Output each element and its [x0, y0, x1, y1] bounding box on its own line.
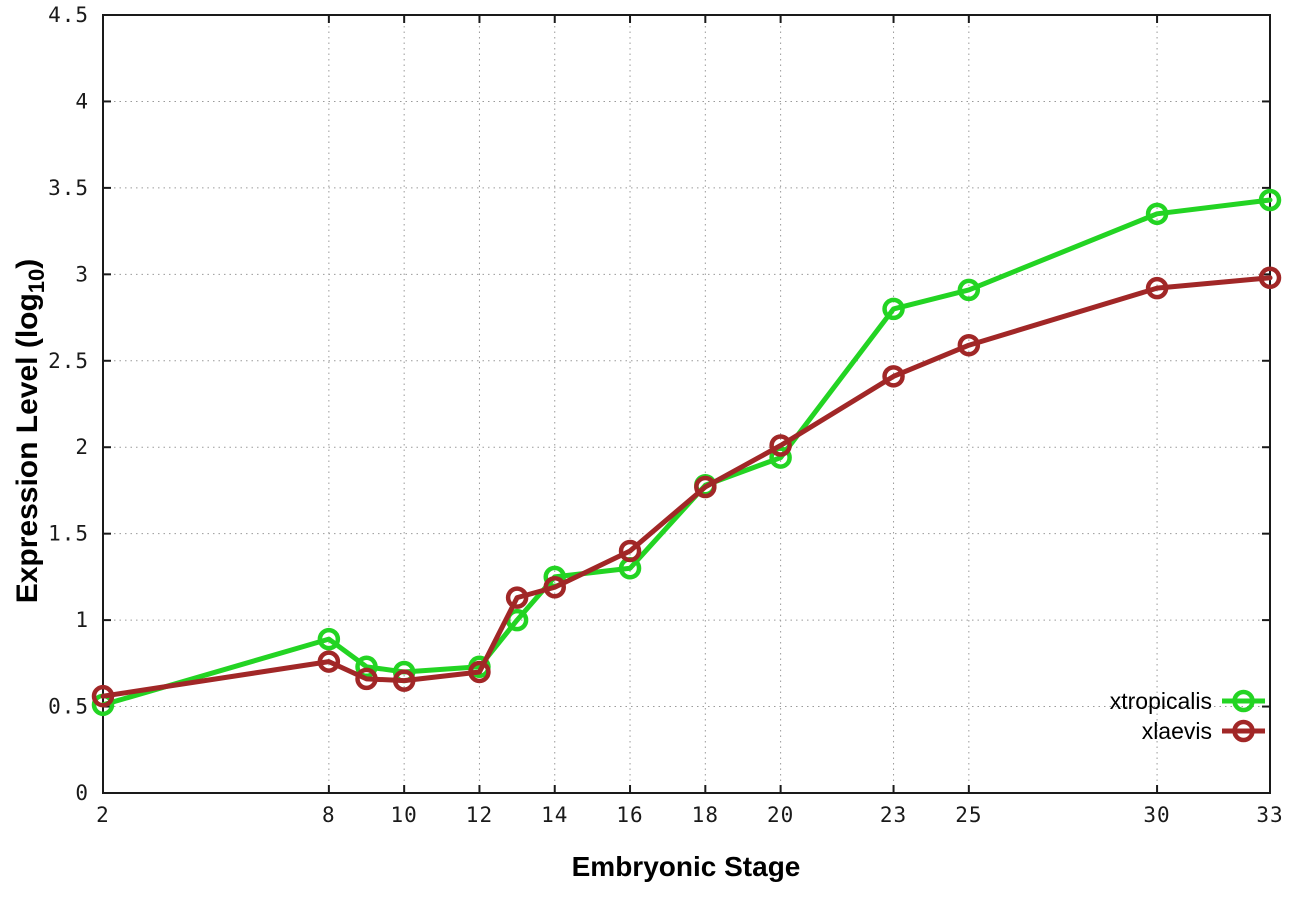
y-tick-label: 0.5 — [48, 695, 89, 719]
x-tick-label: 23 — [880, 803, 907, 827]
gridlines — [102, 14, 1271, 794]
data-point-xlaevis — [355, 667, 378, 691]
x-tick-label: 18 — [692, 803, 719, 827]
data-point-xlaevis — [1258, 266, 1282, 290]
tick-labels: 2 8 10 12 14 16 18 20 23 25 30 33 0 0.5 1 1.5 2 2.5 3 3.5 4 4… — [48, 3, 1283, 827]
x-tick-label: 8 — [322, 803, 336, 827]
data-point-xlaevis — [543, 576, 566, 599]
y-tick-label: 4 — [75, 89, 89, 113]
series-line-xtropicalis — [100, 197, 1273, 708]
x-tick-label: 16 — [616, 803, 643, 827]
legend-label: xlaevis — [1142, 718, 1212, 744]
data-point-xtropicalis — [882, 297, 905, 321]
y-tick-label: 3 — [75, 262, 89, 286]
y-tick-label: 1.5 — [48, 522, 89, 546]
data-point-xlaevis — [91, 684, 115, 708]
data-point-xlaevis — [957, 333, 981, 357]
y-axis-title: Expression Level (log10) — [11, 258, 49, 604]
x-axis-title: Embryonic Stage — [571, 851, 801, 882]
series-xtropicalis — [91, 188, 1282, 717]
x-tick-label: 10 — [391, 803, 418, 827]
legend-label: xtropicalis — [1110, 688, 1212, 714]
data-point-xlaevis — [317, 650, 341, 673]
series-xlaevis — [91, 266, 1282, 708]
legend-marker-sample — [1232, 689, 1255, 713]
data-point-xlaevis — [618, 539, 642, 563]
x-tick-label: 2 — [96, 803, 110, 827]
x-tick-label: 14 — [541, 803, 568, 827]
x-tick-label: 33 — [1256, 803, 1283, 827]
y-axis-title-subscript: 10 — [24, 268, 49, 294]
y-axis-title-text: Expression Level (log — [11, 293, 44, 604]
x-tick-label: 25 — [955, 803, 982, 827]
data-point-xlaevis — [769, 434, 792, 457]
data-point-xlaevis — [392, 669, 416, 692]
y-tick-label: 2 — [75, 435, 89, 459]
data-point-xtropicalis — [317, 627, 341, 651]
x-tick-label: 12 — [466, 803, 493, 827]
y-tick-label: 3.5 — [48, 176, 89, 200]
x-tick-label: 20 — [767, 803, 794, 827]
data-point-xtropicalis — [1145, 202, 1169, 226]
legend-item-xtropicalis: xtropicalis — [1110, 688, 1265, 714]
data-point-xtropicalis — [769, 446, 792, 469]
plot-border — [102, 14, 1271, 794]
y-tick-label: 0 — [75, 781, 89, 805]
y-tick-label: 1 — [75, 608, 89, 632]
x-tick-label: 30 — [1143, 803, 1170, 827]
series-line-xlaevis — [100, 275, 1273, 699]
data-point-xtropicalis — [355, 655, 378, 679]
legend-item-xlaevis: xlaevis — [1142, 718, 1265, 744]
data-point-xtropicalis — [957, 278, 981, 302]
data-point-xlaevis — [882, 365, 905, 388]
y-axis-title-suffix: ) — [11, 258, 44, 269]
y-tick-label: 2.5 — [48, 349, 89, 373]
legend: xtropicalis xlaevis — [1110, 688, 1265, 744]
data-point-xlaevis — [505, 586, 529, 609]
data-point-xlaevis — [468, 660, 491, 684]
legend-marker-sample — [1232, 719, 1255, 743]
data-point-xlaevis — [694, 475, 717, 499]
y-tick-label: 4.5 — [48, 3, 89, 27]
data-point-xtropicalis — [1258, 188, 1282, 212]
axis-ticks — [102, 14, 1271, 794]
data-point-xlaevis — [1145, 276, 1169, 300]
